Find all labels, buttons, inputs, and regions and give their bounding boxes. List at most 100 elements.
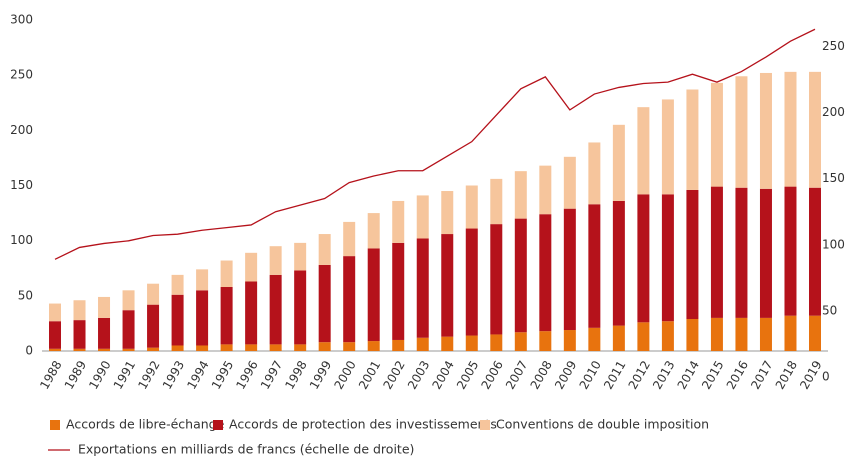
bar (759, 72, 772, 189)
legend-label: Accords de protection des investissement… (229, 417, 497, 432)
x-tick-label: 1993 (160, 358, 187, 391)
bar (514, 332, 527, 351)
bar (49, 348, 61, 351)
bar (392, 200, 405, 243)
bar (809, 187, 821, 316)
x-tick-label: 2007 (503, 358, 530, 391)
bar (343, 221, 356, 257)
y-tick-label: 100 (10, 233, 33, 247)
bar (563, 330, 576, 351)
bar (759, 317, 772, 351)
x-tick-label: 2016 (724, 358, 751, 391)
x-tick-label: 1989 (62, 358, 89, 391)
x-tick-label: 2011 (601, 358, 628, 391)
x-tick-label: 2008 (528, 358, 555, 391)
bar (539, 331, 552, 351)
bar (318, 342, 331, 351)
y-tick-label: 200 (10, 123, 33, 137)
y2-tick-label: 200 (822, 105, 845, 119)
legend-swatch (50, 420, 60, 430)
bar (686, 319, 699, 351)
legend-swatch (213, 420, 223, 430)
bar (220, 260, 233, 288)
bar (245, 344, 258, 351)
x-tick-label: 2017 (748, 358, 775, 391)
x-tick-label: 2006 (479, 358, 506, 391)
x-tick-label: 2005 (454, 358, 481, 391)
bar (318, 234, 331, 265)
bar (122, 348, 135, 351)
bar (416, 337, 429, 351)
bar (367, 213, 380, 249)
line (54, 28, 816, 260)
bar (392, 339, 405, 351)
bar (269, 246, 282, 275)
x-tick-label: 1994 (184, 358, 211, 391)
x-tick-label: 2002 (380, 358, 407, 391)
bar (563, 208, 576, 331)
x-tick-label: 2012 (626, 358, 653, 391)
bar (147, 347, 160, 351)
bar (539, 165, 552, 215)
bar (661, 99, 674, 195)
bar (710, 186, 723, 318)
bar (73, 348, 86, 351)
bar (196, 345, 209, 351)
bar (294, 344, 307, 351)
y-tick-label: 250 (10, 68, 33, 82)
bar (784, 315, 797, 351)
legend-label: Conventions de double imposition (496, 417, 709, 432)
bar (563, 156, 576, 209)
x-tick-label: 2018 (773, 358, 800, 391)
bar (171, 274, 184, 295)
bar (343, 256, 356, 343)
bar (710, 317, 723, 351)
x-tick-label: 1995 (209, 358, 236, 391)
bar (269, 274, 282, 345)
bar (343, 342, 356, 351)
x-tick-label: 1991 (111, 358, 138, 391)
bar (465, 228, 478, 336)
bar (367, 341, 380, 351)
y-tick-label: 300 (10, 13, 33, 27)
bar (637, 322, 650, 351)
bar (441, 336, 454, 351)
bar (245, 281, 258, 345)
bar (514, 218, 527, 333)
bar (171, 294, 184, 346)
bar (49, 321, 61, 349)
bar (441, 234, 454, 337)
bar (514, 171, 527, 219)
bar (98, 348, 111, 351)
y-tick-label: 50 (18, 288, 33, 302)
legend-label: Accords de libre-échange (66, 417, 225, 432)
bar (809, 71, 821, 188)
bar (73, 320, 86, 349)
x-tick-label: 2009 (552, 358, 579, 391)
x-tick-label: 1999 (307, 358, 334, 391)
bar (269, 344, 282, 351)
bar (220, 344, 233, 351)
bar (196, 290, 209, 346)
bar (612, 124, 625, 201)
x-tick-label: 1990 (86, 358, 113, 391)
bar (367, 248, 380, 342)
x-tick-label: 1997 (258, 358, 285, 391)
x-tick-label: 1992 (135, 358, 162, 391)
x-tick-label: 2014 (675, 358, 702, 391)
x-tick-label: 2015 (699, 358, 726, 391)
bar (294, 270, 307, 345)
bar (245, 252, 258, 282)
bar (490, 178, 503, 225)
bar (784, 71, 797, 187)
bar (122, 290, 135, 311)
bar (588, 142, 601, 205)
bar (784, 186, 797, 316)
y-tick-label: 0 (25, 344, 33, 358)
bar (735, 317, 748, 351)
bar (98, 296, 111, 318)
x-tick-label: 2010 (577, 358, 604, 391)
y2-tick-label: 150 (822, 171, 845, 185)
x-tick-label: 2019 (797, 358, 824, 391)
